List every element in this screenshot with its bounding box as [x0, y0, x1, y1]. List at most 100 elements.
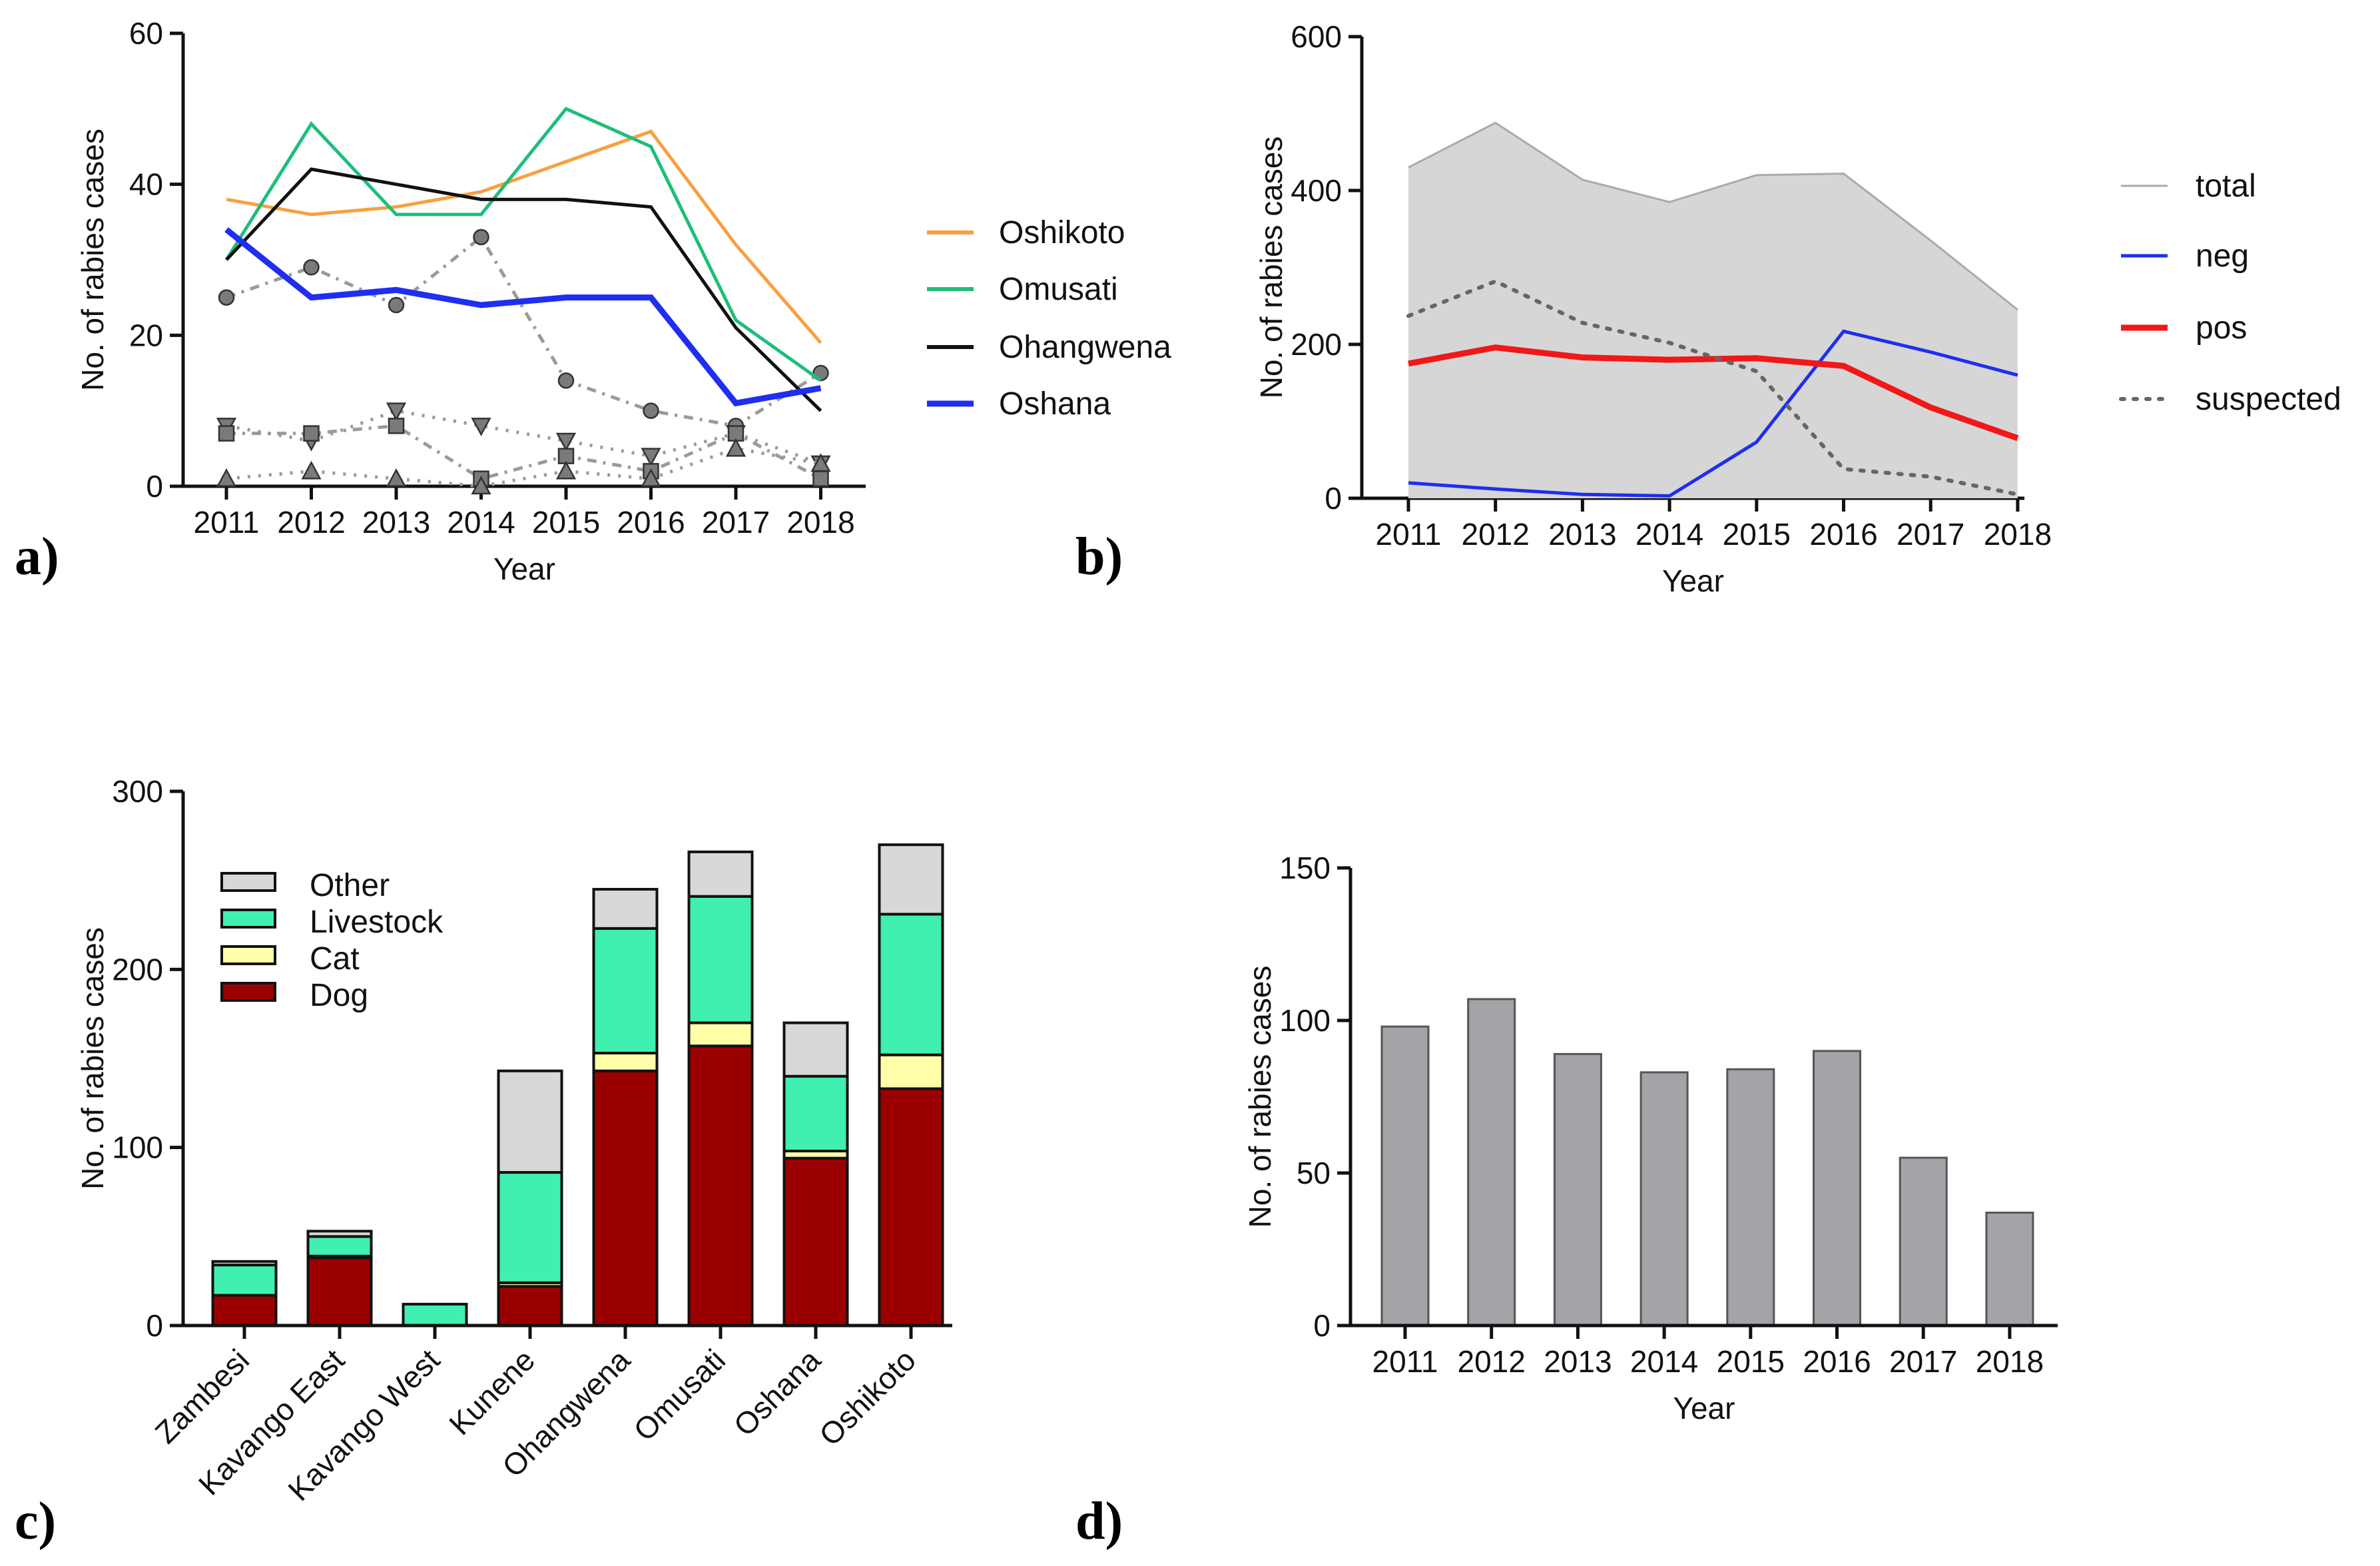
panel-c-legend-label-other: Other: [310, 868, 390, 903]
panel-c-bar-omusati-livestock: [687, 895, 754, 1024]
panel-label-b: b): [1075, 528, 1123, 586]
panel-a-x-tick-label-2017: 2017: [702, 505, 770, 540]
panel-a-other-point-triangle-up-2013: [386, 468, 407, 487]
panel-d-x-tick-label-2018: 2018: [1976, 1344, 2044, 1379]
panel-label-d: d): [1075, 1492, 1123, 1551]
panel-d-x-axis-label: Year: [1673, 1391, 1735, 1425]
panel-c-legend-label-cat: Cat: [310, 941, 360, 977]
panel-c-bar-ohangwena-cat: [592, 1051, 659, 1072]
panel-a-legend-label-ohangwena: Ohangwena: [999, 330, 1171, 365]
panel-c-bar-ohangwena-livestock: [592, 927, 659, 1054]
panel-c-legend-swatch-dog: [220, 982, 276, 1002]
panel-c-y-axis-label: No. of rabies cases: [75, 927, 110, 1190]
panel-c-bar-kavango-east-dog: [306, 1256, 373, 1327]
panel-c-bar-oshikoto-dog: [878, 1087, 944, 1327]
panel-label-c: c): [15, 1492, 56, 1551]
panel-a-legend-label-oshikoto: Oshikoto: [999, 215, 1125, 250]
panel-d-bar-2014: [1639, 1071, 1689, 1327]
panel-a-x-axis-label: Year: [493, 552, 555, 586]
panel-b-total-area: [1408, 123, 2018, 499]
panel-c-bar-oshikoto-cat: [878, 1053, 944, 1090]
panel-c-bar-kunene-livestock: [497, 1171, 563, 1284]
panel-a-other-point-square-2012: [303, 425, 320, 442]
panel-c-bar-oshikoto-other: [878, 843, 944, 916]
panel-a-line-chart: 0 20 40 60 2011 2012 2013 2014 2015 2016 2017 2018 Y…: [75, 16, 1171, 586]
panel-a-other-point-circle-2012: [303, 259, 320, 276]
panel-a-other-point-circle-2014: [473, 228, 489, 246]
panel-c-bar-zambesi-other: [211, 1260, 278, 1267]
panel-a-y-tick-label-20: 20: [129, 318, 163, 352]
panel-d-y-axis-label: No. of rabies cases: [1243, 966, 1277, 1228]
panel-b-x-tick-label-2015: 2015: [1723, 517, 1791, 552]
panel-c-y-tick-label-0: 0: [146, 1308, 163, 1343]
panel-a-x-tick-label-2018: 2018: [786, 505, 854, 540]
panel-c-bar-ohangwena-other: [592, 888, 659, 930]
panel-a-legend-label-omusati: Omusati: [999, 272, 1118, 307]
panel-c-legend-swatch-cat: [220, 945, 276, 965]
panel-a-other-series-line-triangle-up: [226, 446, 821, 488]
panel-b-y-tick-label-0: 0: [1325, 481, 1342, 516]
panel-a-other-point-circle-2016: [643, 402, 659, 419]
panel-c-bar-zambesi-livestock: [211, 1264, 278, 1297]
panel-b-series-line-total: [1408, 121, 2018, 311]
panel-a-x-tick-label-2012: 2012: [277, 505, 345, 540]
panel-d-x-tick-label-2011: 2011: [1372, 1344, 1438, 1379]
panel-c-y-tick-label-100: 100: [112, 1130, 163, 1165]
panel-a-legend-label-oshana: Oshana: [999, 386, 1111, 422]
panel-d-y-tick-label-0: 0: [1313, 1308, 1331, 1343]
panel-a-series-line-oshikoto: [226, 129, 822, 344]
panel-a-other-point-triangle-down-2015: [555, 432, 577, 452]
panel-a-other-point-triangle-up-2017: [725, 438, 746, 457]
panel-d-bar-2013: [1553, 1052, 1602, 1327]
panel-c-bar-kavango-east-livestock: [306, 1235, 373, 1258]
panel-c-x-tick-label-kunene: Kunene: [442, 1342, 541, 1441]
panel-c-bar-ohangwena-dog: [592, 1069, 659, 1328]
panel-b-legend-label-neg: neg: [2196, 238, 2249, 274]
panel-a-y-tick-label-60: 60: [129, 16, 163, 51]
panel-c-bar-oshikoto-livestock: [878, 913, 944, 1056]
panel-a-other-point-circle-2011: [218, 289, 235, 306]
panel-c-legend-swatch-other: [220, 872, 276, 892]
panel-a-x-tick-label-2015: 2015: [532, 505, 600, 540]
panel-b-legend-label-total: total: [2196, 169, 2256, 204]
panel-c-bar-omusati-other: [687, 850, 754, 898]
panel-c-bar-oshana-livestock: [782, 1074, 849, 1153]
panel-b-area-chart: 0 200 400 600 2011 2012 2013 2014 2015 2016 2017 20…: [1254, 19, 2341, 598]
panel-a-other-point-square-2013: [388, 418, 405, 434]
panel-b-legend-label-pos: pos: [2196, 310, 2247, 346]
panel-b-x-tick-label-2011: 2011: [1376, 517, 1442, 552]
panel-b-y-tick-label-200: 200: [1291, 327, 1342, 362]
panel-c-legend-label-livestock: Livestock: [310, 905, 444, 940]
panel-d-x-tick-label-2013: 2013: [1544, 1344, 1612, 1379]
panel-c-bar-kunene-dog: [497, 1285, 563, 1327]
panel-d-x-tick-label-2012: 2012: [1458, 1344, 1526, 1379]
panel-a-y-tick-label-0: 0: [146, 469, 163, 504]
panel-d-bar-2015: [1726, 1068, 1775, 1327]
panel-c-bar-omusati-cat: [687, 1021, 754, 1048]
panel-c-x-tick-label-omusati: Omusati: [627, 1342, 732, 1447]
panel-c-bar-oshana-dog: [782, 1156, 849, 1327]
panel-a-other-point-circle-2013: [388, 296, 405, 314]
panel-b-y-axis-label: No. of rabies cases: [1254, 137, 1289, 399]
panel-c-bar-zambesi-dog: [211, 1294, 278, 1328]
panel-c-bar-kavango-west-livestock: [402, 1302, 468, 1328]
panel-b-legend-label-suspected: suspected: [2196, 382, 2341, 417]
panel-a-series-line-oshana: [224, 227, 822, 407]
panel-b-x-tick-label-2017: 2017: [1897, 517, 1964, 552]
panel-c-legend-label-dog: Dog: [310, 978, 368, 1013]
panel-a-other-point-square-2018: [812, 470, 829, 487]
panel-c-bar-oshana-other: [782, 1021, 849, 1078]
panel-d-x-tick-label-2014: 2014: [1630, 1344, 1698, 1379]
panel-a-x-tick-label-2011: 2011: [194, 505, 260, 540]
panel-a-other-point-triangle-up-2012: [301, 460, 322, 480]
panel-d-x-tick-label-2015: 2015: [1717, 1344, 1785, 1379]
panel-d-bar-2011: [1380, 1025, 1430, 1327]
panel-a-y-tick-label-40: 40: [129, 167, 163, 202]
panel-a-other-point-triangle-up-2014: [471, 476, 491, 495]
panel-c-bar-omusati-dog: [687, 1044, 754, 1327]
panel-b-x-tick-label-2018: 2018: [1984, 517, 2052, 552]
panel-a-other-point-triangle-up-2018: [810, 453, 831, 472]
panel-d-x-tick-label-2017: 2017: [1889, 1344, 1957, 1379]
panel-a-other-series-line-circle: [226, 234, 822, 428]
